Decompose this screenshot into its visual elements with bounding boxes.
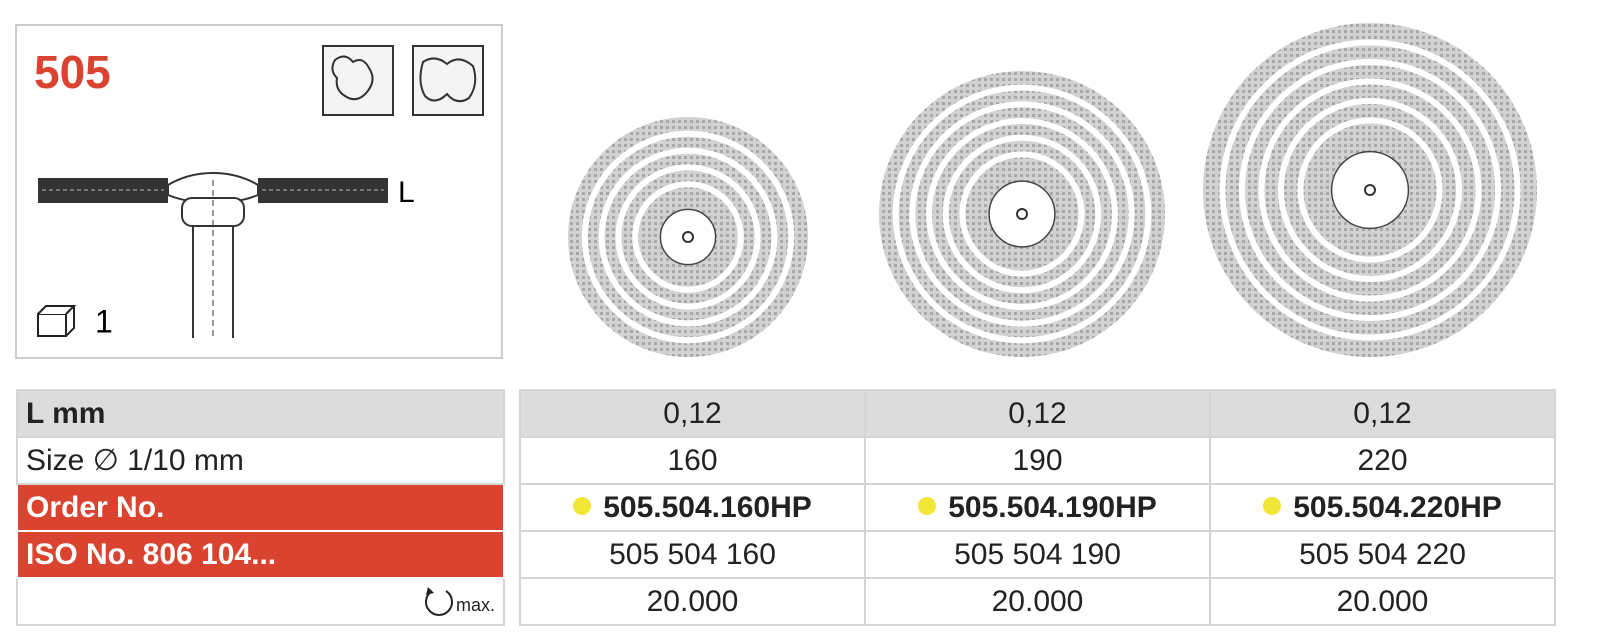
order-number: 505.504.160HP (603, 490, 812, 524)
size-cell: 160 (519, 436, 866, 485)
iso-no-cell: 505 504 190 (864, 530, 1211, 579)
order-cell: 505.504.160HP (519, 483, 866, 532)
value-row: 160 190 220 (519, 436, 1556, 485)
rpm-cell: max. (16, 577, 505, 626)
pack-quantity: 1 (95, 303, 113, 339)
size-cell: 220 (1209, 436, 1556, 485)
value-row: 20.000 20.000 20.000 (519, 577, 1556, 626)
value-row: 0,12 0,12 0,12 (519, 389, 1556, 438)
label-row: Size ∅ 1/10 mm (16, 436, 505, 485)
order-cell: 505.504.190HP (864, 483, 1211, 532)
value-row: 505.504.160HP 505.504.190HP 505.504.220HP (519, 483, 1556, 532)
label-row: Order No. (16, 483, 505, 532)
disc-ring (1277, 97, 1463, 283)
disc-hole (1364, 184, 1376, 196)
disc-ring (926, 118, 1118, 310)
l-mm-cell: 0,12 (864, 389, 1211, 438)
size-cell: 190 (864, 436, 1211, 485)
status-dot (1263, 496, 1282, 515)
disc-ring (959, 151, 1085, 277)
disc-drawing (38, 171, 388, 338)
disc-views (568, 23, 1537, 357)
row-label: Size ∅ 1/10 mm (16, 436, 505, 485)
l-mm-cell: 0,12 (1209, 389, 1556, 438)
illustration: 505 L 1 (15, 23, 1537, 359)
status-dot (918, 496, 937, 515)
l-mm-cell: 0,12 (519, 389, 866, 438)
spec-labels: L mm Size ∅ 1/10 mm Order No. ISO No. 806 1… (16, 389, 505, 626)
disc-ring (632, 181, 744, 293)
disc-ring (892, 84, 1152, 344)
model-number: 505 (34, 46, 111, 98)
status-dot (573, 496, 592, 515)
disc-ring (1258, 78, 1482, 302)
iso-no-cell: 505 504 160 (519, 530, 866, 579)
order-number: 505.504.220HP (1293, 490, 1502, 524)
disc-hole (1016, 208, 1028, 220)
row-label: Order No. (16, 483, 505, 532)
iso-no-cell: 505 504 220 (1209, 530, 1556, 579)
order-number: 505.504.190HP (948, 490, 1157, 524)
application-icons (322, 45, 484, 116)
disc-ring (1297, 117, 1443, 263)
disc-ring (909, 101, 1135, 327)
spec-table: 0,12 0,12 0,12 160 190 220 505.504.160HP 505.50… (519, 389, 1556, 626)
disc-ring (581, 130, 795, 344)
rotation-head (425, 586, 434, 595)
disc-ring (598, 147, 778, 327)
product-box (15, 24, 503, 359)
row-label: L mm (16, 389, 505, 438)
rpm-cell: 20.000 (864, 577, 1211, 626)
label-row: L mm (16, 389, 505, 438)
rpm-cell: 20.000 (519, 577, 866, 626)
pack-icon (37, 305, 77, 337)
dimension-label: L (398, 176, 415, 209)
disc-ring (942, 134, 1102, 294)
disc-ring (1238, 58, 1502, 322)
rpm-label: max. (455, 594, 495, 615)
disc-hole (682, 231, 694, 243)
disc-ring (615, 164, 761, 310)
row-label: ISO No. 806 104... (16, 530, 505, 579)
label-row: max. (16, 577, 505, 626)
value-row: 505 504 160 505 504 190 505 504 220 (519, 530, 1556, 579)
order-cell: 505.504.220HP (1209, 483, 1556, 532)
rotation-arrow (425, 589, 453, 616)
label-row: ISO No. 806 104... (16, 530, 505, 579)
disc-ring (1219, 39, 1521, 341)
rpm-cell: 20.000 (1209, 577, 1556, 626)
rotation-icon (425, 586, 453, 616)
